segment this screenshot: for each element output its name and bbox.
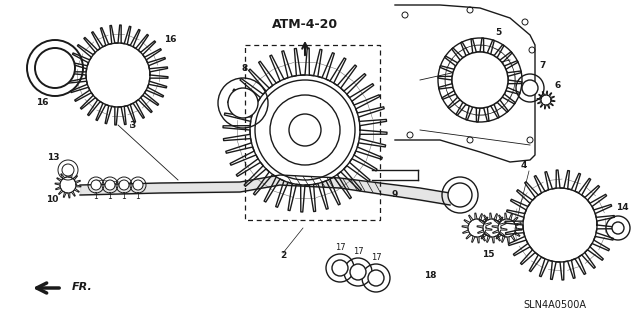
Circle shape	[105, 180, 115, 190]
Circle shape	[250, 75, 360, 185]
Circle shape	[498, 219, 516, 237]
Circle shape	[91, 180, 101, 190]
Circle shape	[468, 219, 486, 237]
Text: FR.: FR.	[72, 282, 93, 292]
Text: 8: 8	[242, 64, 248, 73]
Text: 3: 3	[129, 121, 135, 130]
Text: 10: 10	[46, 195, 58, 204]
Text: 18: 18	[424, 271, 436, 280]
Circle shape	[133, 180, 143, 190]
Circle shape	[332, 260, 348, 276]
Circle shape	[612, 222, 624, 234]
Text: 13: 13	[47, 153, 60, 162]
Text: 7: 7	[540, 61, 546, 70]
Text: 1: 1	[93, 192, 99, 201]
Text: 14: 14	[616, 203, 628, 212]
Circle shape	[452, 52, 508, 108]
Text: 2: 2	[280, 251, 286, 260]
Text: ATM-4-20: ATM-4-20	[272, 18, 338, 31]
Circle shape	[86, 43, 150, 107]
Text: 1: 1	[136, 192, 140, 201]
Text: 17: 17	[353, 247, 364, 256]
Circle shape	[541, 95, 551, 105]
Circle shape	[368, 270, 384, 286]
Text: 15: 15	[482, 250, 494, 259]
Circle shape	[270, 95, 340, 165]
Circle shape	[62, 164, 74, 176]
Text: 6: 6	[555, 81, 561, 90]
Circle shape	[119, 180, 129, 190]
Text: 5: 5	[495, 28, 501, 37]
Circle shape	[228, 88, 258, 118]
Text: SLN4A0500A: SLN4A0500A	[524, 300, 586, 310]
Text: 17: 17	[371, 253, 381, 262]
Circle shape	[289, 114, 321, 146]
Text: 17: 17	[335, 243, 346, 252]
Text: 9: 9	[392, 190, 398, 199]
Circle shape	[452, 52, 508, 108]
Text: 16: 16	[164, 35, 176, 44]
Circle shape	[523, 188, 597, 262]
Text: 4: 4	[521, 161, 527, 170]
Circle shape	[350, 264, 366, 280]
Circle shape	[60, 177, 76, 193]
Circle shape	[448, 183, 472, 207]
Text: 16: 16	[36, 98, 48, 107]
Text: 1: 1	[108, 192, 113, 201]
Text: 1: 1	[122, 192, 126, 201]
Circle shape	[35, 48, 75, 88]
Circle shape	[483, 219, 501, 237]
Circle shape	[522, 80, 538, 96]
